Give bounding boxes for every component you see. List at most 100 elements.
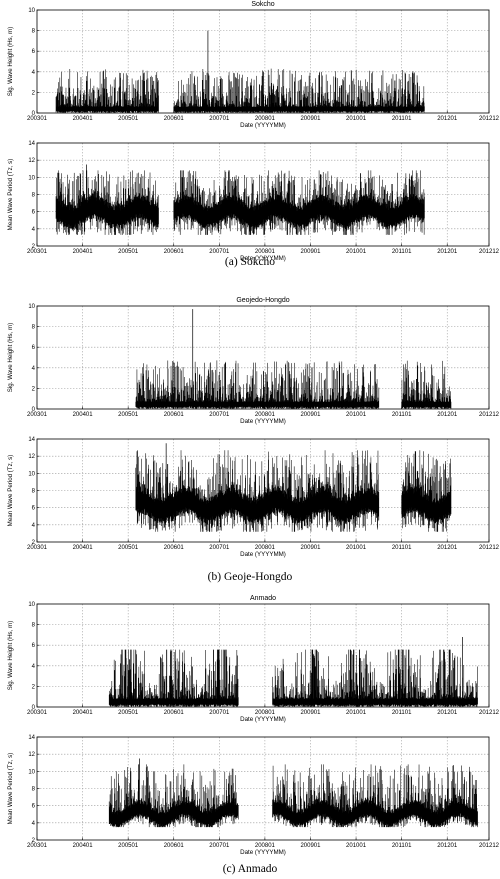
y-tick-label: 14 [28, 141, 35, 147]
x-tick-label: 200901 [300, 116, 321, 122]
x-tick-label: 200501 [118, 710, 139, 716]
y-tick-label: 8 [32, 623, 36, 629]
x-tick-label: 201212 [479, 116, 500, 122]
y-tick-label: 2 [32, 90, 36, 96]
x-tick-label: 200601 [164, 710, 185, 716]
y-tick-label: 8 [32, 787, 36, 793]
y-axis-label: Mean Wave Period (Tz, s) [7, 159, 14, 231]
series-trace [55, 170, 425, 235]
x-axis-label: Date (YYYYMM) [240, 551, 286, 558]
chart-panel-0: 200301 200401 200501 200601 200701 200801 2009… [7, 1, 500, 129]
y-tick-label: 10 [28, 304, 35, 310]
chart-panel-3: 200301 200401 200501 200601 200701 200801 2009… [7, 437, 500, 558]
x-tick-label: 200501 [118, 545, 139, 551]
y-tick-label: 0 [32, 407, 36, 413]
y-tick-label: 6 [32, 49, 36, 55]
x-tick-label: 200401 [73, 843, 94, 849]
x-tick-label: 201201 [437, 412, 458, 418]
y-tick-label: 2 [32, 684, 36, 690]
x-tick-label: 200701 [209, 249, 230, 255]
y-axis-label: Sig. Wave Height (Hs, m) [7, 27, 14, 97]
x-tick-label: 200301 [27, 710, 48, 716]
plot-frame [36, 603, 490, 708]
series-trace [108, 764, 478, 828]
series-trace [55, 68, 425, 113]
x-tick-label: 200601 [164, 545, 185, 551]
x-tick-label: 200501 [118, 843, 139, 849]
x-tick-label: 200501 [118, 412, 139, 418]
x-tick-label: 200401 [73, 116, 94, 122]
y-tick-label: 14 [28, 437, 35, 443]
x-tick-label: 200301 [27, 249, 48, 255]
y-tick-label: 6 [32, 506, 36, 512]
x-tick-label: 201001 [346, 412, 367, 418]
y-tick-label: 8 [32, 29, 36, 35]
y-tick-label: 10 [28, 471, 35, 477]
y-tick-label: 14 [28, 735, 35, 741]
plot-frame [36, 9, 490, 114]
x-tick-label: 201101 [392, 116, 412, 122]
x-tick-label: 201201 [437, 249, 458, 255]
x-tick-label: 201101 [392, 545, 412, 551]
x-tick-label: 200401 [73, 545, 94, 551]
x-tick-label: 201201 [437, 545, 458, 551]
x-tick-label: 201201 [437, 843, 458, 849]
y-tick-label: 10 [28, 602, 35, 608]
y-tick-label: 4 [32, 821, 36, 827]
x-tick-label: 200801 [255, 545, 276, 551]
y-tick-label: 8 [32, 325, 36, 331]
x-axis-label: Date (YYYYMM) [240, 849, 286, 856]
x-tick-label: 200301 [27, 545, 48, 551]
series-trace [135, 450, 452, 532]
x-tick-label: 201101 [392, 249, 412, 255]
y-tick-label: 8 [32, 489, 36, 495]
x-tick-label: 200801 [255, 843, 276, 849]
x-tick-label: 200501 [118, 116, 139, 122]
y-tick-label: 6 [32, 643, 36, 649]
y-tick-label: 2 [32, 386, 36, 392]
chart-panel-5: 200301 200401 200501 200601 200701 200801 2009… [7, 735, 500, 856]
chart-title: Sokcho [251, 1, 274, 8]
x-tick-label: 201201 [437, 116, 458, 122]
x-tick-label: 201001 [346, 545, 367, 551]
y-axis-label: Sig. Wave Height (Hs, m) [7, 323, 14, 393]
x-tick-label: 200901 [300, 249, 321, 255]
y-tick-label: 4 [32, 366, 36, 372]
x-tick-label: 201212 [479, 843, 500, 849]
x-axis-label: Date (YYYYMM) [240, 255, 286, 262]
x-tick-label: 201101 [392, 710, 412, 716]
y-tick-label: 2 [32, 838, 36, 844]
plot-frame [36, 305, 490, 410]
y-tick-label: 4 [32, 227, 36, 233]
y-tick-label: 12 [28, 752, 35, 758]
x-tick-label: 201201 [437, 710, 458, 716]
y-tick-label: 4 [32, 70, 36, 76]
x-tick-label: 200401 [73, 412, 94, 418]
y-tick-label: 2 [32, 540, 36, 546]
y-tick-label: 8 [32, 193, 36, 199]
y-axis-label: Mean Wave Period (Tz, s) [7, 455, 14, 527]
chart-panel-1: 200301 200401 200501 200601 200701 200801 2009… [7, 141, 500, 262]
x-tick-label: 201212 [479, 710, 500, 716]
x-tick-label: 200401 [73, 710, 94, 716]
x-tick-label: 200601 [164, 116, 185, 122]
y-tick-label: 6 [32, 345, 36, 351]
x-tick-label: 201212 [479, 249, 500, 255]
y-tick-label: 4 [32, 664, 36, 670]
x-tick-label: 200501 [118, 249, 139, 255]
chart-title: Geojedo-Hongdo [236, 297, 289, 304]
x-axis-label: Date (YYYYMM) [240, 418, 286, 425]
y-tick-label: 6 [32, 210, 36, 216]
y-axis-label: Sig. Wave Height (Hs, m) [7, 621, 14, 691]
x-tick-label: 200701 [209, 710, 230, 716]
x-tick-label: 200301 [27, 412, 48, 418]
x-tick-label: 200801 [255, 116, 276, 122]
series-trace [135, 360, 452, 409]
figure-caption: (c) Anmado [223, 863, 278, 875]
y-tick-label: 12 [28, 158, 35, 164]
x-axis-label: Date (YYYYMM) [240, 716, 286, 723]
series-trace [108, 649, 478, 707]
x-tick-label: 200801 [255, 249, 276, 255]
x-tick-label: 200801 [255, 710, 276, 716]
